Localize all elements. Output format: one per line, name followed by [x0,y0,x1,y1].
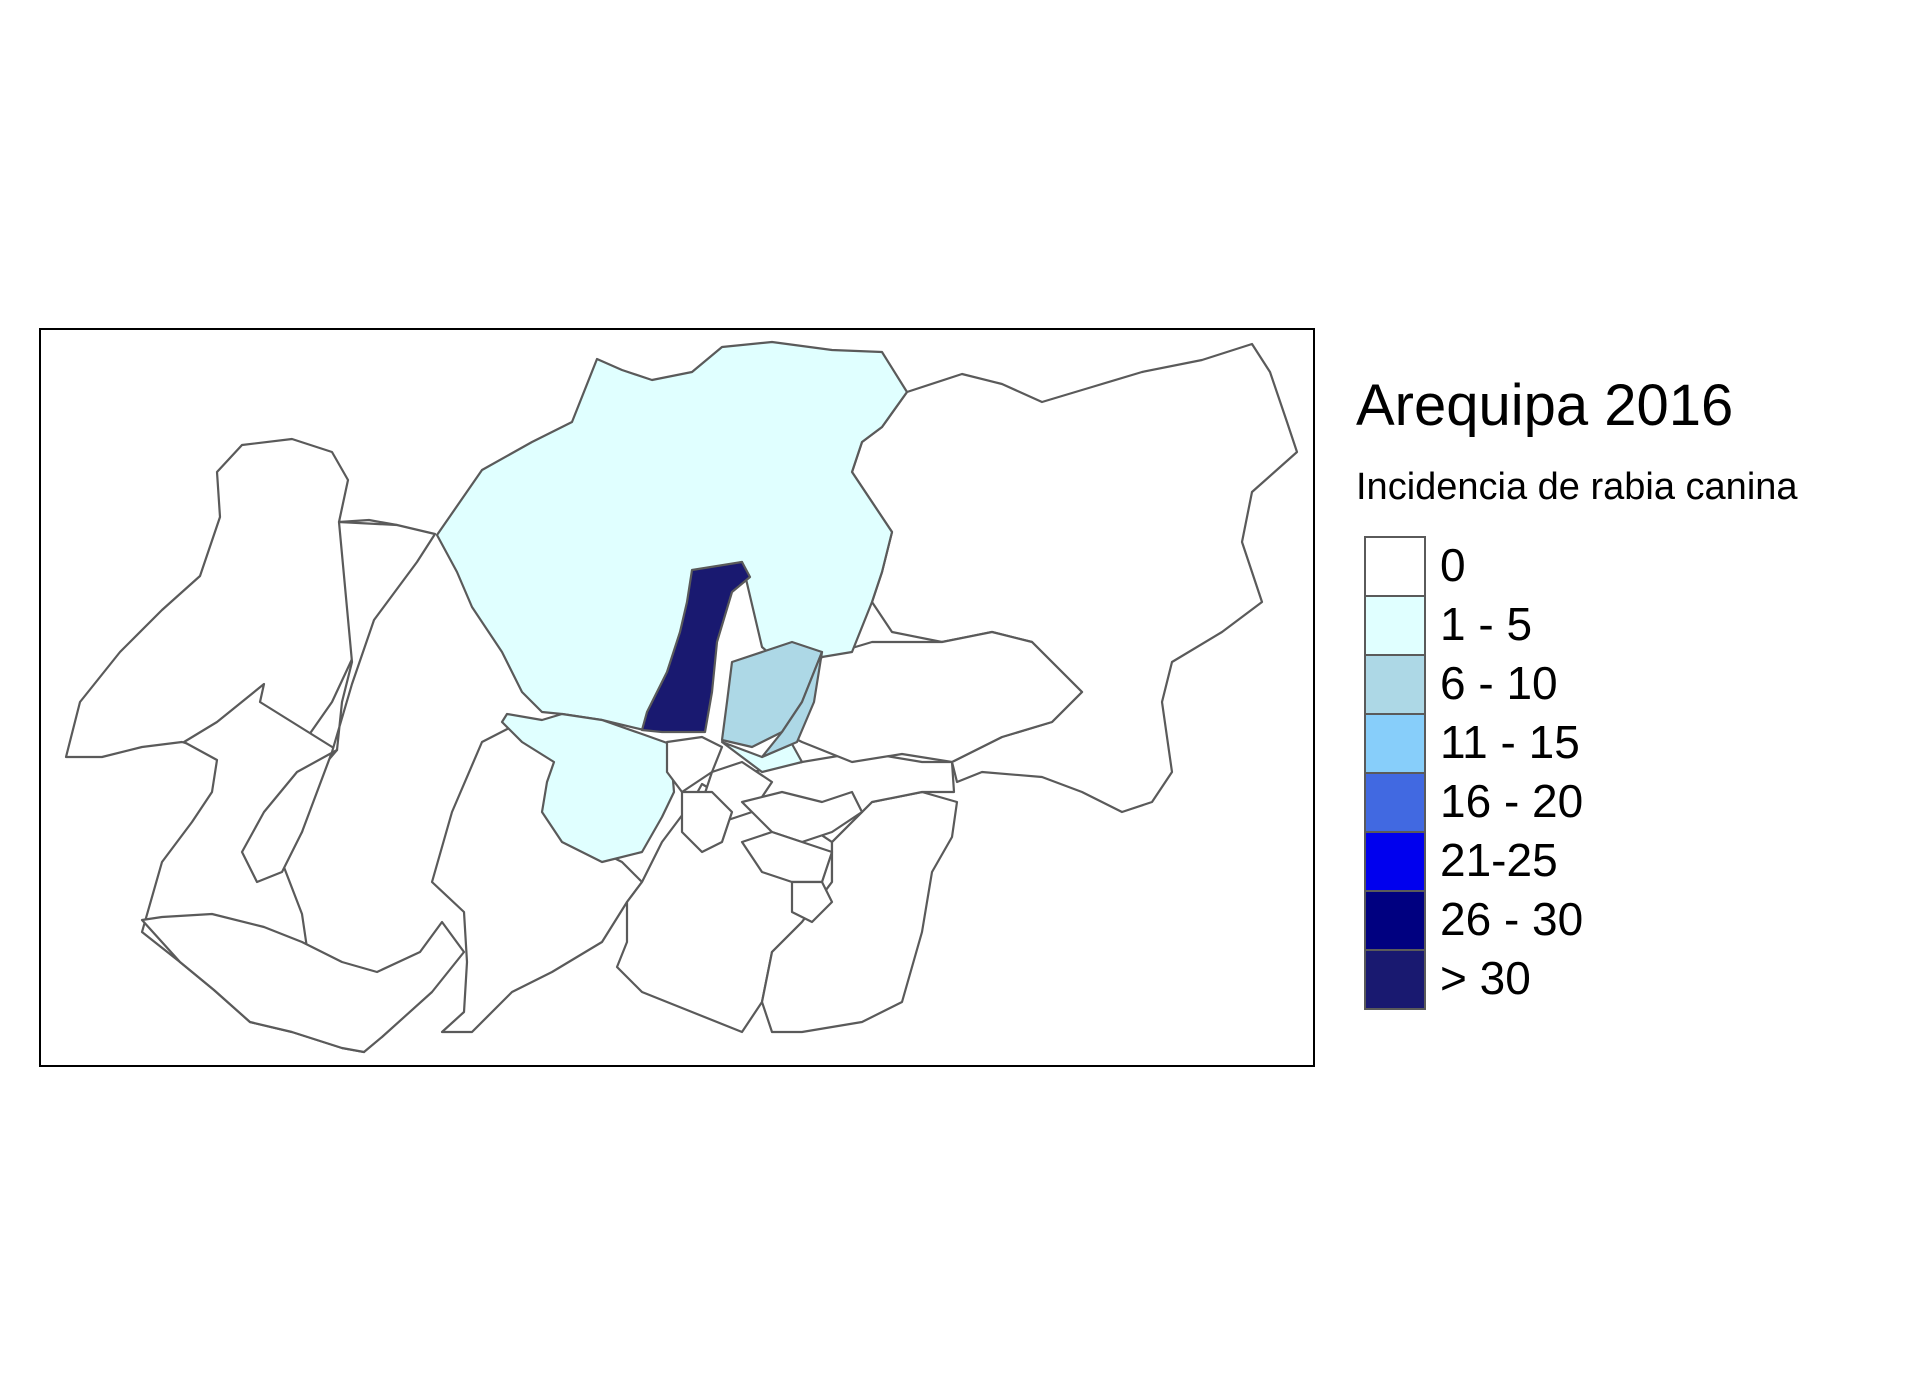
district-coastal-west[interactable] [140,912,466,1054]
legend-swatch [1364,595,1426,654]
legend-label: 21-25 [1440,834,1558,886]
legend-swatches [1364,536,1426,1010]
legend-label: 16 - 20 [1440,775,1584,827]
district-south-lightcyan[interactable] [500,712,676,864]
district-center-6[interactable] [790,880,834,924]
district-center-5[interactable] [680,790,734,854]
legend-title: Arequipa 2016 [1356,373,1734,438]
legend-label: 26 - 30 [1440,893,1584,945]
legend-label: 1 - 5 [1440,598,1533,650]
district-east[interactable] [850,342,1299,814]
legend-swatch [1364,654,1426,713]
district-center-4[interactable] [740,830,834,884]
legend-labels: 0 1 - 5 6 - 10 11 - 15 16 - 20 21-25 26 - 30 > … [1440,536,1583,1008]
legend-swatch [1364,536,1426,595]
legend-label: 11 - 15 [1440,716,1580,768]
legend-label: 6 - 10 [1440,657,1558,709]
district-south-central-west[interactable] [430,722,644,1034]
district-navy[interactable] [640,560,752,734]
map-frame [39,328,1315,1067]
legend-label: > 30 [1440,952,1531,1004]
legend-swatch [1364,772,1426,831]
legend-label: 0 [1440,539,1466,591]
legend-swatch [1364,890,1426,949]
district-midwest[interactable] [240,520,437,884]
legend-swatch [1364,949,1426,1010]
choropleth-map [64,340,1299,1054]
district-southeast[interactable] [760,790,959,1034]
legend-swatch [1364,713,1426,772]
district-lightblue-b[interactable] [760,650,824,759]
legend-swatch [1364,831,1426,890]
legend-subtitle: Incidencia de rabia canina [1356,466,1798,508]
